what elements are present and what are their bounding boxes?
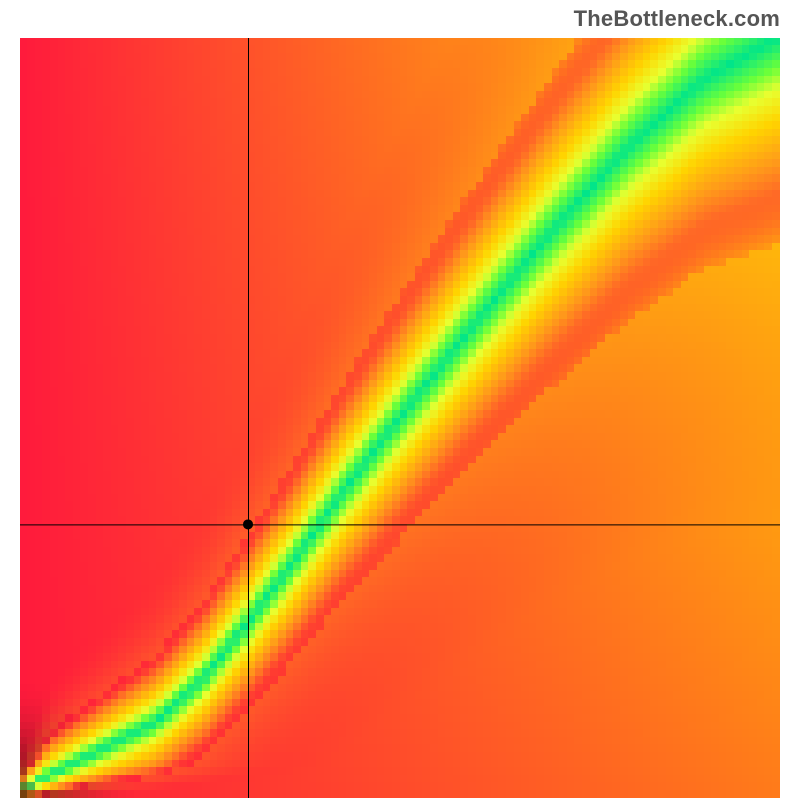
attribution-text: TheBottleneck.com (574, 6, 780, 32)
heatmap-canvas (20, 38, 780, 798)
heatmap-plot (20, 38, 780, 798)
